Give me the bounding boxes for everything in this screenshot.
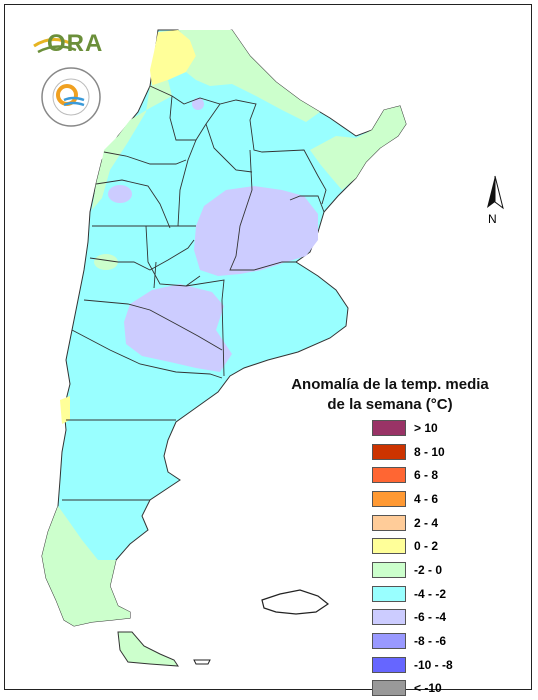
legend-title-line2: de la semana (°C): [327, 396, 453, 413]
legend-swatch: [372, 538, 406, 555]
warm-zone-northwest: [150, 30, 196, 86]
legend-label: -2 - 0: [414, 562, 443, 577]
province-borders: [62, 85, 327, 501]
legend-item: -4 - -2: [372, 582, 453, 606]
legend-item: 6 - 8: [372, 463, 453, 487]
legend-title-line1: Anomalía de la temp. media: [291, 376, 489, 393]
legend-swatch: [372, 443, 406, 460]
legend-swatch: [372, 467, 406, 484]
cold-zone-south-center: [124, 284, 232, 372]
legend-swatch: [372, 680, 406, 697]
legend-item: < -10: [372, 677, 453, 700]
legend-swatch: [372, 633, 406, 650]
legend-item: -6 - -4: [372, 606, 453, 630]
legend-swatch: [372, 609, 406, 626]
legend-list: > 10 8 - 10 6 - 8 4 - 6 2 - 4 0 - 2 -2 - 0 -4 -…: [372, 416, 453, 700]
legend-item: -10 - -8: [372, 653, 453, 677]
tierra-del-fuego: [117, 631, 179, 667]
mild-zone-south: [42, 506, 130, 626]
legend-label: < -10: [414, 681, 442, 696]
mild-spot-west: [94, 254, 118, 270]
legend-item: 0 - 2: [372, 534, 453, 558]
legend-item: > 10: [372, 416, 453, 440]
legend-label: > 10: [414, 420, 438, 435]
legend-item: 2 - 4: [372, 511, 453, 535]
legend-label: 0 - 2: [414, 539, 439, 554]
north-label: N: [488, 212, 497, 226]
malvinas-islands: [261, 589, 330, 615]
cold-zone-center: [194, 186, 318, 276]
legend-label: 6 - 8: [414, 468, 439, 483]
mild-zone-northwest-edge: [92, 80, 172, 210]
legend-swatch: [372, 514, 406, 531]
legend-item: 4 - 6: [372, 487, 453, 511]
legend-swatch: [372, 656, 406, 673]
cold-spot-north: [192, 98, 204, 110]
legend-swatch: [372, 585, 406, 602]
legend-swatch: [372, 490, 406, 507]
mild-zone-west-coast: [60, 396, 70, 424]
legend-swatch: [372, 419, 406, 436]
mild-zone-northeast: [310, 106, 406, 190]
ora-logo-icon: [33, 38, 77, 54]
north-arrow-icon: [487, 175, 504, 210]
legend-item: 8 - 10: [372, 440, 453, 464]
ora-logo-text: ORA: [47, 30, 104, 57]
legend-label: 8 - 10: [414, 444, 445, 459]
legend-label: -8 - -6: [414, 634, 447, 649]
legend-label: 4 - 6: [414, 491, 439, 506]
legend-item: -2 - 0: [372, 558, 453, 582]
cold-spot-west: [108, 185, 132, 203]
staten-island: [193, 659, 211, 665]
smn-seal-icon: [41, 67, 101, 127]
legend-title: Anomalía de la temp. media de la semana …: [290, 375, 490, 415]
legend-label: -10 - -8: [414, 657, 453, 672]
mild-zone-north: [178, 30, 320, 122]
legend-item: -8 - -6: [372, 629, 453, 653]
legend-label: -6 - -4: [414, 610, 447, 625]
legend-swatch: [372, 561, 406, 578]
legend-label: -4 - -2: [414, 586, 447, 601]
legend-label: 2 - 4: [414, 515, 439, 530]
